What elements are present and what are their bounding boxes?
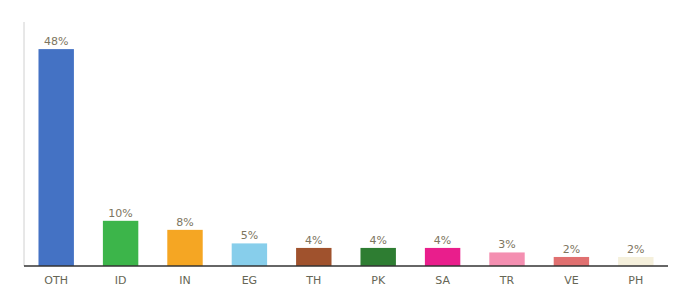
bar xyxy=(425,248,460,266)
x-tick-label: SA xyxy=(435,274,450,287)
bar xyxy=(232,243,267,266)
x-tick-label: ID xyxy=(115,274,127,287)
data-label: 10% xyxy=(108,207,132,220)
y-axis-line xyxy=(24,22,25,266)
bar xyxy=(618,257,653,266)
x-tick-label: PH xyxy=(628,274,643,287)
chart-container: 48% 10% 8% 5% 4% 4% 4% 3% 2% 2% OTH ID IN EG TH PK SA TR V… xyxy=(0,0,680,300)
page: {"chart_data": {"type": "bar", "categori… xyxy=(0,0,680,300)
bar xyxy=(554,257,589,266)
x-tick-label: IN xyxy=(179,274,190,287)
data-label: 2% xyxy=(627,243,644,256)
data-label: 8% xyxy=(176,216,193,229)
data-label: 4% xyxy=(369,234,386,247)
bars xyxy=(38,49,653,266)
x-tick-label: VE xyxy=(564,274,579,287)
x-tick-label: PK xyxy=(371,274,386,287)
data-label: 4% xyxy=(434,234,451,247)
bar xyxy=(360,248,395,266)
chart-svg: 48% 10% 8% 5% 4% 4% 4% 3% 2% 2% OTH ID IN EG TH PK SA TR V… xyxy=(0,0,680,300)
bar xyxy=(167,230,202,266)
x-axis-line xyxy=(24,265,668,267)
data-label: 5% xyxy=(241,229,258,242)
x-tick-label: TH xyxy=(305,274,321,287)
x-tick-label: OTH xyxy=(44,274,68,287)
data-label: 4% xyxy=(305,234,322,247)
data-label: 48% xyxy=(44,35,68,48)
data-label: 3% xyxy=(498,238,515,251)
bar xyxy=(489,252,524,266)
bar xyxy=(38,49,73,266)
x-tick-label: EG xyxy=(242,274,257,287)
bar xyxy=(103,221,138,266)
bar xyxy=(296,248,331,266)
x-tick-label: TR xyxy=(499,274,515,287)
data-label: 2% xyxy=(563,243,580,256)
